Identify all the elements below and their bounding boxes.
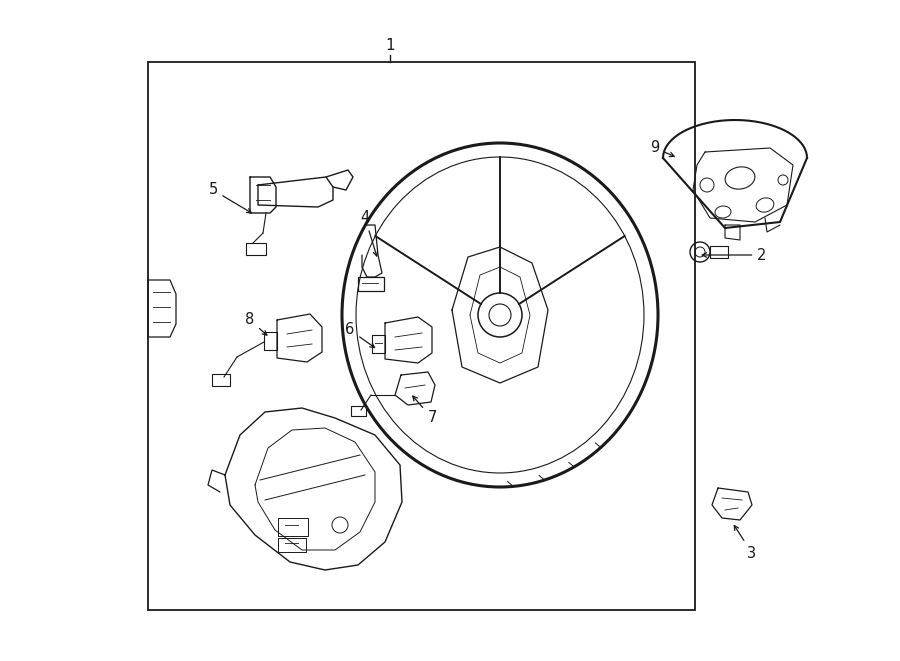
Text: 9: 9 xyxy=(651,141,674,157)
Text: 3: 3 xyxy=(734,525,757,561)
Bar xyxy=(278,538,306,552)
Text: 4: 4 xyxy=(360,210,378,256)
Text: 2: 2 xyxy=(702,247,767,262)
Bar xyxy=(351,406,366,416)
Text: 5: 5 xyxy=(209,182,251,213)
Bar xyxy=(278,518,308,536)
Bar xyxy=(148,62,695,610)
Bar xyxy=(358,277,384,291)
Text: 1: 1 xyxy=(385,38,395,54)
Bar xyxy=(246,243,266,255)
Text: 6: 6 xyxy=(346,323,374,348)
Text: 8: 8 xyxy=(246,313,267,335)
Bar xyxy=(710,246,728,258)
Bar xyxy=(212,374,230,386)
Text: 7: 7 xyxy=(413,396,436,426)
